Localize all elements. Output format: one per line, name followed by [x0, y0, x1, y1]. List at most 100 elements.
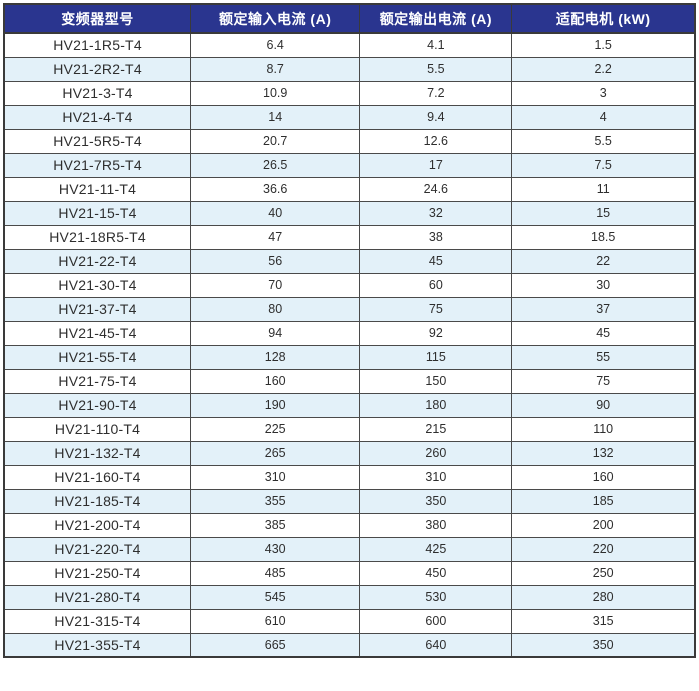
model-cell: HV21-4-T4 [3, 104, 192, 130]
output-current-cell: 9.4 [359, 104, 513, 130]
input-current-cell: 665 [190, 632, 361, 658]
table-row: HV21-185-T4 355 350 185 [3, 488, 696, 514]
motor-power-cell: 220 [511, 536, 696, 562]
table-row: HV21-315-T4 610 600 315 [3, 608, 696, 634]
input-current-cell: 430 [190, 536, 361, 562]
input-current-cell: 265 [190, 440, 361, 466]
model-cell: HV21-55-T4 [3, 344, 192, 370]
table-row: HV21-1R5-T4 6.4 4.1 1.5 [3, 32, 696, 58]
output-current-cell: 310 [359, 464, 513, 490]
model-cell: HV21-45-T4 [3, 320, 192, 346]
model-cell: HV21-1R5-T4 [3, 32, 192, 58]
output-current-cell: 380 [359, 512, 513, 538]
motor-power-cell: 3 [511, 80, 696, 106]
input-current-cell: 385 [190, 512, 361, 538]
motor-power-cell: 45 [511, 320, 696, 346]
output-current-cell: 350 [359, 488, 513, 514]
input-current-cell: 610 [190, 608, 361, 634]
model-cell: HV21-160-T4 [3, 464, 192, 490]
motor-power-cell: 22 [511, 248, 696, 274]
input-current-cell: 160 [190, 368, 361, 394]
motor-power-cell: 315 [511, 608, 696, 634]
output-current-cell: 7.2 [359, 80, 513, 106]
table-row: HV21-4-T4 14 9.4 4 [3, 104, 696, 130]
model-cell: HV21-7R5-T4 [3, 152, 192, 178]
table-row: HV21-11-T4 36.6 24.6 11 [3, 176, 696, 202]
model-cell: HV21-185-T4 [3, 488, 192, 514]
table-row: HV21-160-T4 310 310 160 [3, 464, 696, 490]
output-current-cell: 24.6 [359, 176, 513, 202]
model-cell: HV21-110-T4 [3, 416, 192, 442]
column-header-model: 变频器型号 [3, 3, 192, 34]
table-row: HV21-30-T4 70 60 30 [3, 272, 696, 298]
column-header-input-current: 额定输入电流 (A) [190, 3, 361, 34]
model-cell: HV21-15-T4 [3, 200, 192, 226]
output-current-cell: 150 [359, 368, 513, 394]
input-current-cell: 355 [190, 488, 361, 514]
table-row: HV21-220-T4 430 425 220 [3, 536, 696, 562]
table-row: HV21-22-T4 56 45 22 [3, 248, 696, 274]
motor-power-cell: 250 [511, 560, 696, 586]
table-row: HV21-110-T4 225 215 110 [3, 416, 696, 442]
table-row: HV21-15-T4 40 32 15 [3, 200, 696, 226]
input-current-cell: 8.7 [190, 56, 361, 82]
table-row: HV21-75-T4 160 150 75 [3, 368, 696, 394]
motor-power-cell: 200 [511, 512, 696, 538]
output-current-cell: 640 [359, 632, 513, 658]
model-cell: HV21-200-T4 [3, 512, 192, 538]
model-cell: HV21-2R2-T4 [3, 56, 192, 82]
motor-power-cell: 1.5 [511, 32, 696, 58]
table-row: HV21-250-T4 485 450 250 [3, 560, 696, 586]
input-current-cell: 56 [190, 248, 361, 274]
input-current-cell: 310 [190, 464, 361, 490]
input-current-cell: 36.6 [190, 176, 361, 202]
input-current-cell: 26.5 [190, 152, 361, 178]
input-current-cell: 70 [190, 272, 361, 298]
motor-power-cell: 75 [511, 368, 696, 394]
motor-power-cell: 4 [511, 104, 696, 130]
input-current-cell: 545 [190, 584, 361, 610]
input-current-cell: 190 [190, 392, 361, 418]
output-current-cell: 12.6 [359, 128, 513, 154]
input-current-cell: 6.4 [190, 32, 361, 58]
model-cell: HV21-75-T4 [3, 368, 192, 394]
output-current-cell: 215 [359, 416, 513, 442]
output-current-cell: 425 [359, 536, 513, 562]
motor-power-cell: 15 [511, 200, 696, 226]
table-row: HV21-3-T4 10.9 7.2 3 [3, 80, 696, 106]
table-row: HV21-355-T4 665 640 350 [3, 632, 696, 658]
output-current-cell: 75 [359, 296, 513, 322]
motor-power-cell: 37 [511, 296, 696, 322]
model-cell: HV21-315-T4 [3, 608, 192, 634]
motor-power-cell: 55 [511, 344, 696, 370]
output-current-cell: 180 [359, 392, 513, 418]
motor-power-cell: 11 [511, 176, 696, 202]
model-cell: HV21-132-T4 [3, 440, 192, 466]
input-current-cell: 80 [190, 296, 361, 322]
motor-power-cell: 90 [511, 392, 696, 418]
model-cell: HV21-5R5-T4 [3, 128, 192, 154]
model-cell: HV21-18R5-T4 [3, 224, 192, 250]
motor-power-cell: 280 [511, 584, 696, 610]
motor-power-cell: 5.5 [511, 128, 696, 154]
output-current-cell: 450 [359, 560, 513, 586]
table-header: 变频器型号 额定输入电流 (A) 额定输出电流 (A) 适配电机 (kW) [3, 3, 696, 34]
motor-power-cell: 160 [511, 464, 696, 490]
inverter-spec-table: 变频器型号 额定输入电流 (A) 额定输出电流 (A) 适配电机 (kW) HV… [3, 3, 696, 658]
output-current-cell: 4.1 [359, 32, 513, 58]
output-current-cell: 115 [359, 344, 513, 370]
input-current-cell: 40 [190, 200, 361, 226]
output-current-cell: 38 [359, 224, 513, 250]
output-current-cell: 600 [359, 608, 513, 634]
model-cell: HV21-355-T4 [3, 632, 192, 658]
input-current-cell: 20.7 [190, 128, 361, 154]
header-row: 变频器型号 额定输入电流 (A) 额定输出电流 (A) 适配电机 (kW) [3, 3, 696, 34]
input-current-cell: 94 [190, 320, 361, 346]
motor-power-cell: 350 [511, 632, 696, 658]
model-cell: HV21-22-T4 [3, 248, 192, 274]
output-current-cell: 45 [359, 248, 513, 274]
output-current-cell: 17 [359, 152, 513, 178]
model-cell: HV21-3-T4 [3, 80, 192, 106]
motor-power-cell: 110 [511, 416, 696, 442]
